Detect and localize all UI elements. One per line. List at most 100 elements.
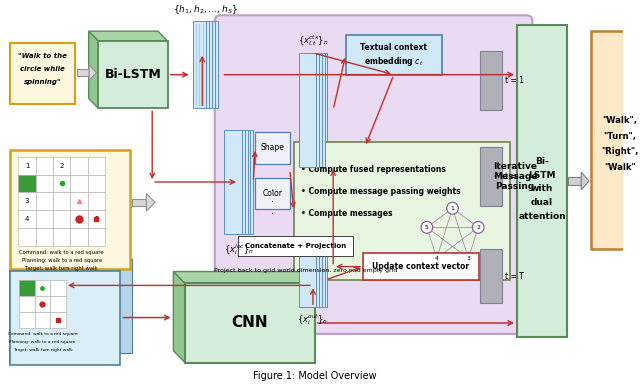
Bar <box>481 147 502 206</box>
Bar <box>53 175 70 192</box>
Text: circle while: circle while <box>20 66 65 72</box>
Bar <box>88 192 105 210</box>
Bar <box>19 312 35 328</box>
Text: 3: 3 <box>25 198 29 204</box>
Circle shape <box>447 202 458 214</box>
Circle shape <box>463 253 474 264</box>
Bar <box>195 21 209 108</box>
Bar <box>202 21 215 108</box>
Text: Iterative
Message
Passing: Iterative Message Passing <box>493 162 538 191</box>
Text: Concatenate + Projection: Concatenate + Projection <box>245 243 346 249</box>
Circle shape <box>472 222 484 233</box>
Text: • Compute fused representations: • Compute fused representations <box>301 165 446 174</box>
Text: 2: 2 <box>60 163 64 169</box>
Text: 5: 5 <box>94 216 99 222</box>
Polygon shape <box>173 272 315 283</box>
Bar <box>36 228 53 246</box>
Polygon shape <box>10 259 21 365</box>
Bar <box>591 31 640 249</box>
Text: with: with <box>531 184 553 194</box>
Bar <box>19 175 36 192</box>
Text: t = -: t = - <box>506 172 522 181</box>
Text: "Turn",: "Turn", <box>604 132 637 140</box>
Bar <box>310 253 328 307</box>
Bar <box>568 177 581 185</box>
Text: "Walk to the: "Walk to the <box>18 53 67 59</box>
Text: Command: walk to a red square: Command: walk to a red square <box>8 332 77 336</box>
Text: LSTM: LSTM <box>529 171 556 180</box>
Polygon shape <box>89 31 168 41</box>
Text: • Compute message passing weights: • Compute message passing weights <box>301 187 461 196</box>
Polygon shape <box>10 259 132 270</box>
Text: t = T: t = T <box>506 272 524 281</box>
Bar <box>307 53 324 167</box>
Bar <box>304 253 322 307</box>
Bar <box>294 142 510 281</box>
Bar <box>88 157 105 175</box>
Polygon shape <box>173 272 185 362</box>
Bar <box>36 157 53 175</box>
Bar <box>301 253 319 307</box>
Text: embedding $c_t$: embedding $c_t$ <box>364 55 424 68</box>
Bar <box>198 21 212 108</box>
Bar <box>36 210 53 228</box>
Bar <box>35 296 50 312</box>
Text: $\{x_{i,t}^{ctx}\}_{n}$: $\{x_{i,t}^{ctx}\}_{n}$ <box>298 33 328 48</box>
Bar <box>10 270 120 365</box>
Bar <box>304 53 322 167</box>
Bar <box>230 130 248 234</box>
Bar <box>70 210 88 228</box>
Bar <box>298 253 316 307</box>
Text: $\{h_1, h_2, \ldots, h_S\}$: $\{h_1, h_2, \ldots, h_S\}$ <box>173 3 237 16</box>
Text: CNN: CNN <box>232 315 268 331</box>
Text: 4: 4 <box>25 216 29 222</box>
Bar <box>53 157 70 175</box>
Text: Planning: walk to a red square: Planning: walk to a red square <box>22 258 102 263</box>
Text: Target: walk turn right walk: Target: walk turn right walk <box>13 348 72 352</box>
Bar <box>481 51 502 110</box>
Text: 1: 1 <box>451 206 454 211</box>
Bar <box>19 210 36 228</box>
Circle shape <box>421 222 433 233</box>
Bar <box>99 41 168 108</box>
Bar <box>19 228 36 246</box>
Bar <box>50 281 65 296</box>
Text: 3: 3 <box>467 256 470 261</box>
Polygon shape <box>581 172 589 190</box>
Text: • Compute messages: • Compute messages <box>301 209 393 218</box>
FancyBboxPatch shape <box>215 15 532 334</box>
Text: Planning: walk to a red square: Planning: walk to a red square <box>9 340 76 344</box>
Bar <box>88 228 105 246</box>
Polygon shape <box>147 193 155 211</box>
Bar <box>70 228 88 246</box>
Text: Figure 1: Model Overview: Figure 1: Model Overview <box>253 371 377 381</box>
Text: dual: dual <box>531 198 553 207</box>
Text: "Walk": "Walk" <box>604 163 636 172</box>
Text: .
.
.: . . . <box>271 183 274 216</box>
Bar <box>88 175 105 192</box>
Bar <box>19 157 36 175</box>
Bar <box>19 296 35 312</box>
Bar <box>36 175 53 192</box>
Text: Update context vector: Update context vector <box>372 262 469 271</box>
Text: attention: attention <box>518 212 566 221</box>
Bar <box>19 281 35 296</box>
Text: "Right",: "Right", <box>602 147 639 156</box>
Bar <box>517 25 567 337</box>
Text: $\{x_i^{loc}\}_{n}$: $\{x_i^{loc}\}_{n}$ <box>224 242 254 257</box>
Text: 2: 2 <box>476 225 480 230</box>
Text: 4: 4 <box>435 256 438 261</box>
Bar <box>10 150 130 268</box>
Text: Color: Color <box>262 189 282 198</box>
Bar <box>204 21 218 108</box>
Bar <box>19 192 36 210</box>
Circle shape <box>431 253 442 264</box>
Bar <box>346 35 442 74</box>
Text: Shape: Shape <box>260 144 284 152</box>
Bar <box>70 157 88 175</box>
Polygon shape <box>89 31 99 108</box>
Polygon shape <box>89 65 97 81</box>
Bar <box>50 296 65 312</box>
Text: Project back to grid world dimension, zero pad empty grid: Project back to grid world dimension, ze… <box>214 268 397 273</box>
Bar <box>236 130 253 234</box>
